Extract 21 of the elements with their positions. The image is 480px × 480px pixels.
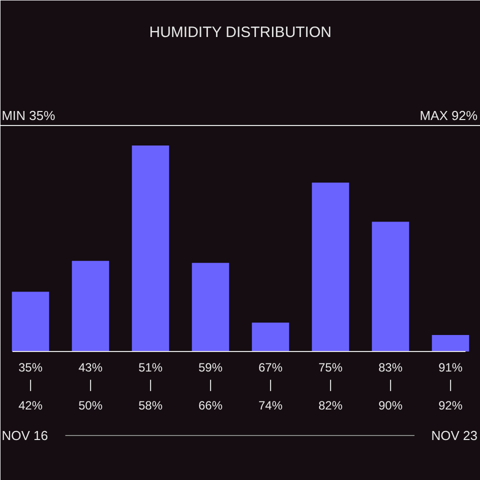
bar	[192, 262, 230, 352]
bar	[312, 182, 350, 352]
x-tick-label: 91% | 92%	[438, 360, 463, 412]
x-tick-label: 43% | 50%	[78, 360, 103, 412]
bar	[252, 322, 290, 352]
bar	[132, 146, 170, 352]
text: NOV 16	[2, 428, 48, 443]
text: MAX 92%	[420, 108, 478, 123]
bar	[432, 335, 470, 352]
x-tick-label: 83% | 90%	[378, 360, 403, 412]
x-tick-label: 75% | 82%	[318, 360, 343, 412]
chart-title: HUMIDITY DISTRIBUTION	[149, 24, 332, 41]
text: NOV 23	[431, 428, 478, 443]
x-tick-label: 59% | 66%	[198, 360, 223, 412]
x-tick-label: 67% | 74%	[258, 360, 283, 412]
x-tick-label: 35% | 42%	[18, 360, 43, 412]
bar	[372, 222, 410, 352]
bar	[72, 260, 110, 352]
x-tick-label: 51% | 58%	[138, 360, 163, 412]
text: MIN 35%	[2, 108, 56, 123]
bar	[12, 292, 50, 352]
